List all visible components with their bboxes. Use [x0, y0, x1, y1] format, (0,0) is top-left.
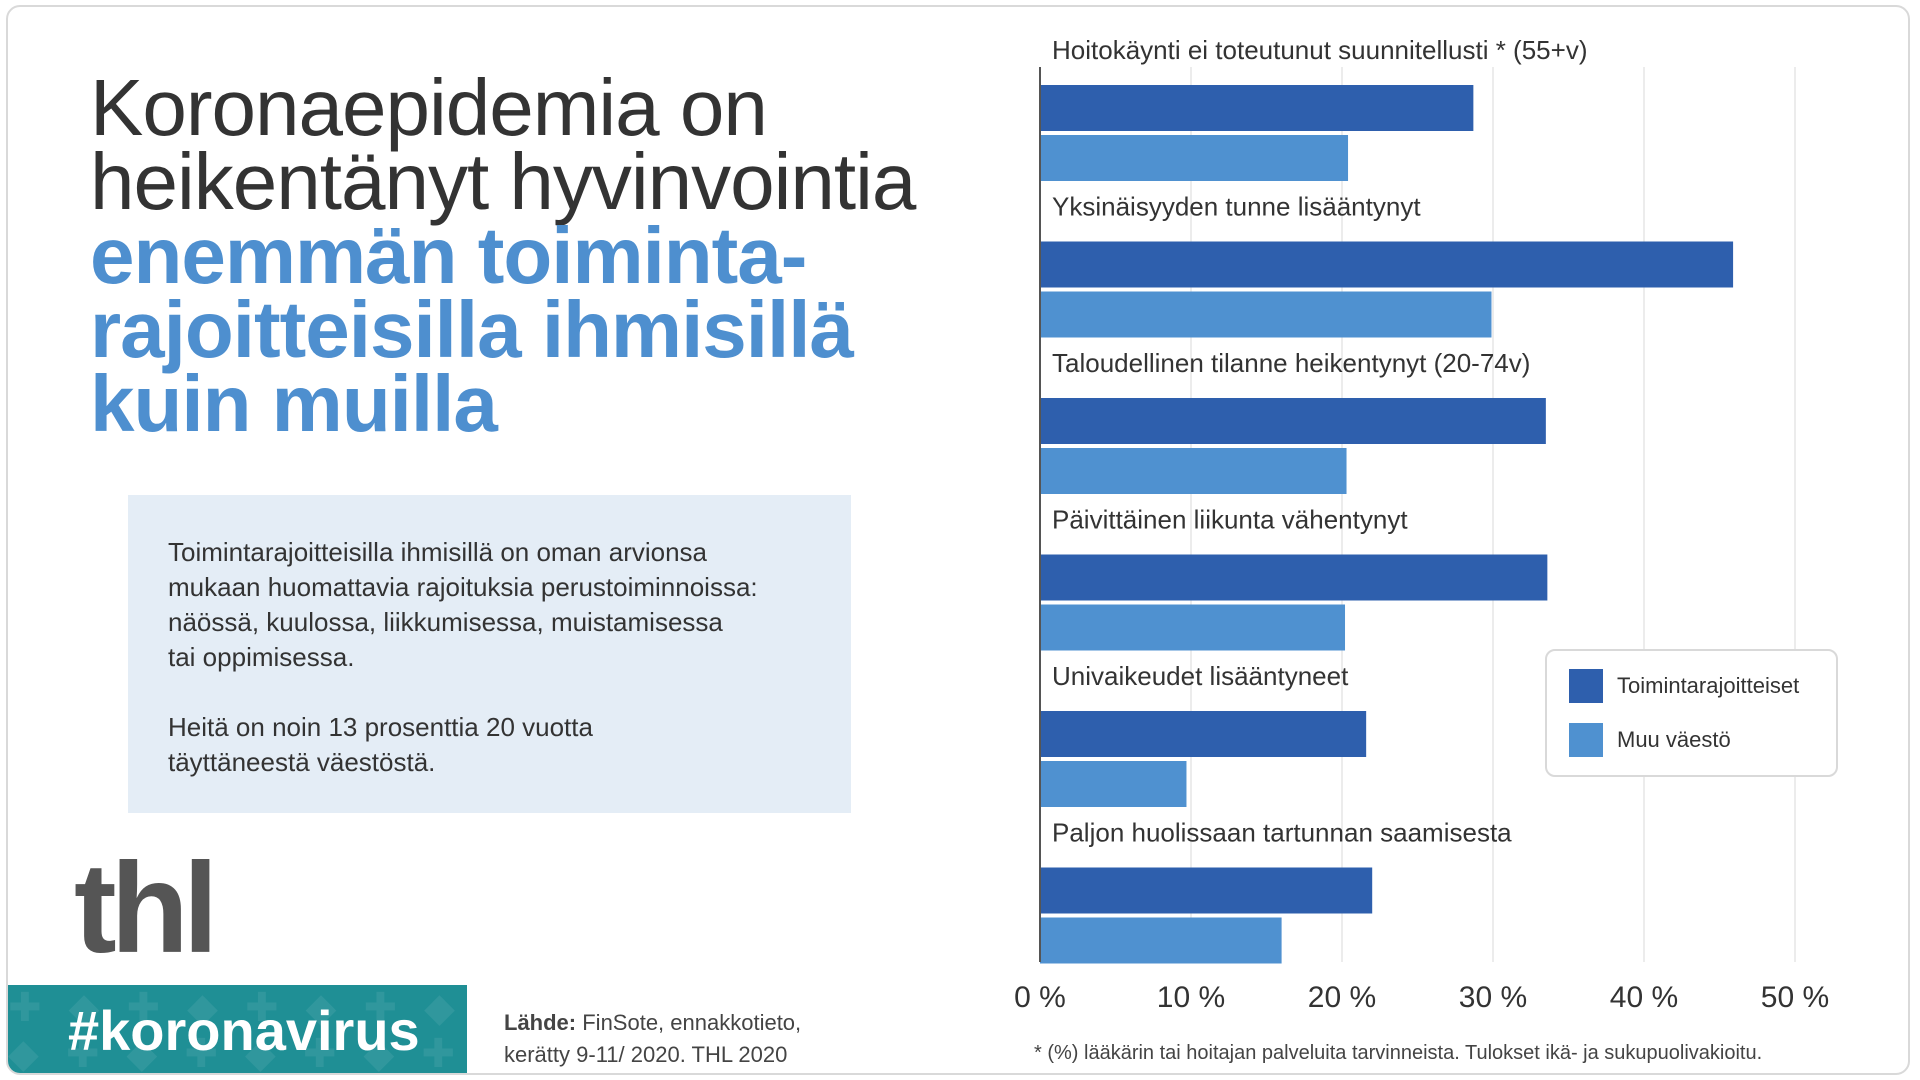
category-label: Hoitokäynti ei toteutunut suunnitellusti…: [1052, 35, 1587, 65]
info-box: Toimintarajoitteisilla ihmisillä on oman…: [128, 495, 851, 813]
bar-chart: Hoitokäynti ei toteutunut suunnitellusti…: [1014, 35, 1829, 1014]
legend-swatch-light: [1569, 723, 1603, 757]
x-tick-label: 50 %: [1761, 981, 1829, 1014]
headline-line-4: rajoitteisilla ihmisillä: [90, 285, 854, 374]
infographic-frame: Koronaepidemia on heikentänyt hyvinvoint…: [6, 5, 1910, 1075]
source-note: Lähde: FinSote, ennakkotieto, kerätty 9-…: [504, 1007, 904, 1071]
hashtag-text: #koronavirus: [68, 999, 420, 1062]
x-tick-label: 40 %: [1610, 981, 1678, 1014]
headline-line-2: heikentänyt hyvinvointia: [90, 137, 916, 226]
hashtag-banner: ✚ ◆ ✚ ◆ ✚ ◆ ✚ ◆ ✚ ◆ ◆ ✚ ◆ ✚ ◆ ✚ ◆ ✚ ◆ ✚ …: [8, 985, 467, 1075]
headline-line-1: Koronaepidemia on: [90, 63, 768, 152]
category-label: Paljon huolissaan tartunnan saamisesta: [1052, 818, 1512, 848]
chart-footnote: * (%) lääkärin tai hoitajan palveluita t…: [1034, 1042, 1763, 1064]
category-label: Yksinäisyyden tunne lisääntynyt: [1052, 192, 1421, 222]
chart-legend: Toimintarajoitteiset Muu väestö: [1545, 649, 1838, 777]
bar: [1040, 291, 1492, 338]
info-paragraph-2: Heitä on noin 13 prosenttia 20 vuotta tä…: [168, 712, 593, 777]
headline-line-5: kuin muilla: [90, 359, 498, 448]
category-label: Taloudellinen tilanne heikentynyt (20-74…: [1052, 348, 1530, 378]
hashtag-watermark-pattern: ✚ ◆ ✚ ◆ ✚ ◆ ✚ ◆ ✚ ◆ ◆ ✚ ◆ ✚ ◆ ✚ ◆ ✚ ◆ ✚: [8, 986, 467, 1075]
bar: [1040, 867, 1373, 914]
x-tick-label: 10 %: [1157, 981, 1225, 1014]
x-tick-label: 20 %: [1308, 981, 1376, 1014]
legend-item-muu-vaesto: Muu väestö: [1569, 723, 1731, 757]
bar: [1040, 448, 1347, 494]
bar: [1040, 398, 1546, 444]
legend-label-toimintarajoitteiset: Toimintarajoitteiset: [1617, 673, 1800, 698]
bar: [1040, 241, 1734, 288]
source-text: FinSote, ennakkotieto, kerätty 9-11/ 202…: [504, 1010, 802, 1067]
category-label: Päivittäinen liikunta vähentynyt: [1052, 505, 1408, 535]
legend-swatch-dark: [1569, 669, 1603, 703]
headline-line-3: enemmän toiminta-: [90, 211, 807, 300]
bar: [1040, 85, 1474, 131]
thl-logo: thl: [74, 837, 218, 980]
legend-label-muu-vaesto: Muu väestö: [1617, 727, 1731, 752]
bar: [1040, 554, 1548, 601]
bar: [1040, 711, 1367, 757]
bar: [1040, 135, 1349, 181]
category-label: Univaikeudet lisääntyneet: [1052, 661, 1349, 691]
x-tick-label: 30 %: [1459, 981, 1527, 1014]
info-paragraph-1: Toimintarajoitteisilla ihmisillä on oman…: [168, 537, 758, 672]
headline: Koronaepidemia on heikentänyt hyvinvoint…: [90, 63, 990, 448]
bar: [1040, 604, 1346, 651]
x-tick-label: 0 %: [1014, 981, 1066, 1014]
legend-item-toimintarajoitteiset: Toimintarajoitteiset: [1569, 669, 1799, 703]
source-label: Lähde:: [504, 1010, 577, 1035]
bar: [1040, 761, 1187, 807]
bar: [1040, 917, 1282, 964]
